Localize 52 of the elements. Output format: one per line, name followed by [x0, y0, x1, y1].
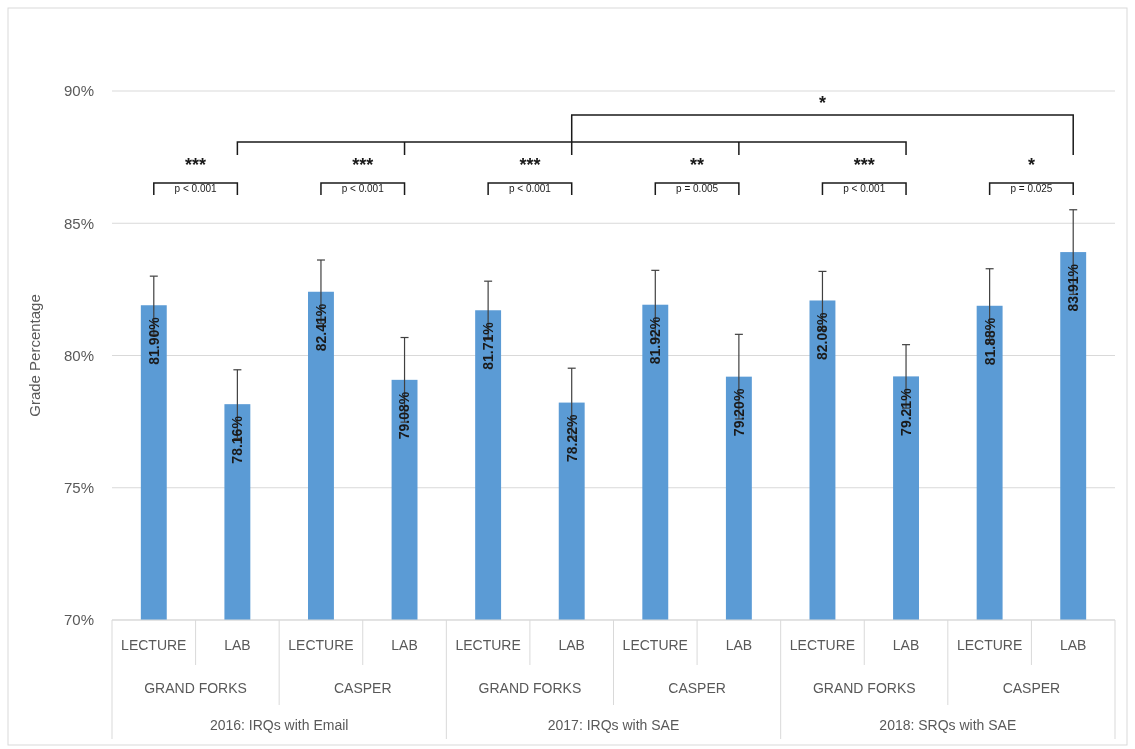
annotation: ** [690, 155, 705, 175]
data-label: 82.41% [312, 303, 329, 352]
x-tick-label: LAB [558, 636, 585, 653]
annotation: p < 0.001 [341, 183, 385, 194]
data-label: 79.08% [396, 391, 413, 440]
x-tick-label: LAB [224, 636, 251, 653]
x-tick-label: LAB [725, 636, 753, 653]
y-tick-label: 85% [63, 214, 94, 232]
x-tick-label: LECTURE [455, 636, 521, 653]
y-axis-title: Grade Percentage [26, 294, 43, 417]
y-tick-label: 70% [63, 611, 94, 629]
x-tick-label: LECTURE [622, 636, 688, 653]
annotation: *** [185, 155, 207, 175]
x-tick-label: LAB [1059, 636, 1087, 653]
text: 2017: IRQs with SAE [547, 716, 680, 733]
annotation: * [818, 93, 826, 113]
annotation: p < 0.001 [843, 183, 886, 194]
annotation: p = 0.025 [1010, 183, 1053, 194]
x-tick-label: LAB [391, 636, 418, 653]
x-tick-label: LECTURE [956, 636, 1023, 653]
text: CASPER [668, 679, 726, 696]
text: GRAND FORKS [144, 679, 247, 696]
annotation: * [1027, 155, 1035, 175]
x-tick-label: LAB [892, 636, 920, 653]
y-tick-label: 80% [63, 346, 94, 364]
y-tick-label: 90% [63, 82, 94, 100]
x-tick-label: LECTURE [121, 636, 187, 653]
data-label: 78.22% [563, 414, 580, 463]
data-label: 81.71% [480, 321, 497, 370]
annotation: p < 0.001 [508, 183, 552, 194]
text: GRAND FORKS [812, 679, 916, 696]
annotation: p = 0.005 [676, 183, 719, 194]
data-label: 81.92% [647, 316, 664, 365]
text: GRAND FORKS [478, 679, 582, 696]
annotation: *** [853, 155, 875, 175]
annotation: *** [352, 155, 374, 175]
data-label: 81.90% [145, 316, 162, 365]
text: 2018: SRQs with SAE [879, 716, 1017, 733]
y-tick-label: 75% [63, 479, 94, 496]
data-label: 83.91% [1065, 263, 1082, 312]
text: 2016: IRQs with Email [209, 716, 349, 733]
data-label: 81.88% [981, 317, 998, 366]
data-label: 78.16% [229, 415, 246, 464]
annotation: p < 0.001 [174, 183, 218, 194]
text: CASPER [333, 679, 392, 696]
data-label: 82.08% [814, 311, 831, 360]
data-label: 79.21% [897, 387, 914, 436]
x-tick-label: LECTURE [789, 636, 856, 653]
annotation: *** [519, 155, 541, 175]
text: CASPER [1002, 679, 1061, 696]
x-tick-label: LECTURE [288, 636, 354, 653]
data-label: 79.20% [730, 388, 747, 437]
